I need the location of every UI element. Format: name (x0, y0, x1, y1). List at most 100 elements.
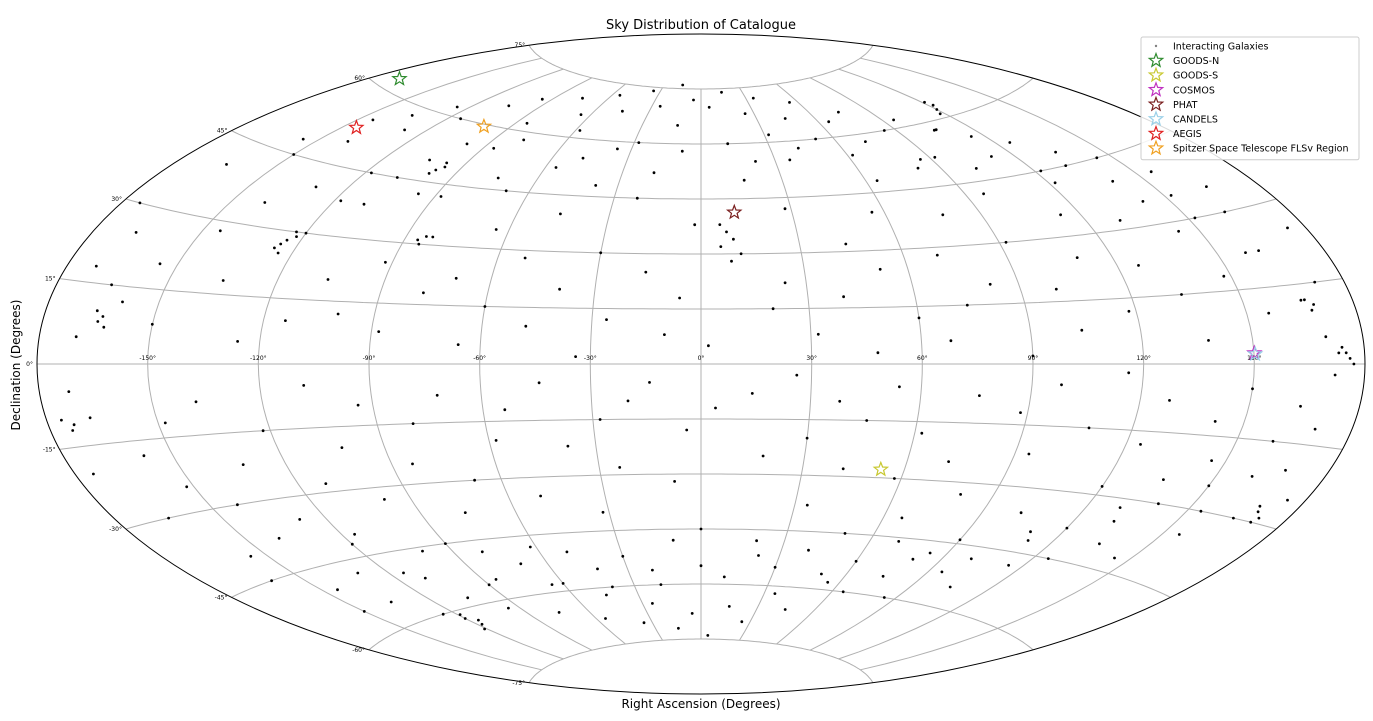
galaxy-point (883, 129, 886, 132)
galaxy-point (481, 623, 484, 626)
galaxy-point (135, 231, 138, 234)
galaxy-point (1258, 517, 1261, 520)
galaxy-point (762, 455, 765, 458)
galaxy-point (691, 612, 694, 615)
galaxy-point (195, 400, 198, 403)
galaxy-point (966, 304, 969, 307)
galaxy-point (919, 158, 922, 161)
galaxy-point (582, 157, 585, 160)
galaxy-point (466, 596, 469, 599)
x-tick-label: 30° (806, 355, 817, 362)
galaxy-point (464, 617, 467, 620)
galaxy-point (295, 235, 298, 238)
galaxy-point (249, 555, 252, 558)
galaxy-point (893, 477, 896, 480)
galaxy-point (602, 511, 605, 514)
legend: Interacting GalaxiesGOODS-NGOODS-SCOSMOS… (1141, 37, 1359, 160)
galaxy-point (1200, 510, 1203, 513)
galaxy-point (1005, 241, 1008, 244)
galaxy-point (933, 156, 936, 159)
galaxy-point (708, 106, 711, 109)
galaxy-point (1311, 309, 1314, 312)
galaxy-point (262, 429, 265, 432)
galaxy-point (681, 150, 684, 153)
galaxy-point (1076, 256, 1079, 259)
galaxy-point (1055, 288, 1058, 291)
galaxy-point (139, 202, 142, 205)
galaxy-point (844, 243, 847, 246)
x-tick-label: 120° (1136, 355, 1150, 362)
galaxy-point (1088, 427, 1091, 430)
galaxy-point (417, 192, 420, 195)
galaxy-point (1222, 275, 1225, 278)
galaxy-point (89, 416, 92, 419)
x-axis-label: Right Ascension (Degrees) (621, 697, 780, 711)
galaxy-point (599, 251, 602, 254)
galaxy-point (772, 307, 775, 310)
y-tick-label: -75° (512, 680, 525, 687)
field-marker (728, 205, 741, 218)
galaxy-point (384, 261, 387, 264)
survey-fields (350, 72, 1262, 475)
galaxy-point (1205, 185, 1208, 188)
galaxy-point (1251, 387, 1254, 390)
galaxy-point (529, 546, 532, 549)
galaxy-point (1207, 339, 1210, 342)
galaxy-point (457, 343, 460, 346)
galaxy-point (167, 517, 170, 520)
galaxy-point (402, 572, 405, 575)
galaxy-point (784, 207, 787, 210)
galaxy-point (744, 112, 747, 115)
galaxy-point (718, 223, 721, 226)
galaxy-point (685, 429, 688, 432)
y-tick-label: 30° (111, 196, 122, 203)
galaxy-point (558, 288, 561, 291)
galaxy-point (551, 583, 554, 586)
galaxy-point (1324, 335, 1327, 338)
galaxy-point (295, 231, 298, 234)
galaxy-point (363, 610, 366, 613)
galaxy-point (357, 404, 360, 407)
galaxy-point (728, 605, 731, 608)
galaxy-point (1259, 505, 1262, 508)
y-tick-label: 60° (354, 75, 365, 82)
galaxy-point (660, 583, 663, 586)
galaxy-point (292, 153, 295, 156)
galaxy-point (676, 124, 679, 127)
galaxy-point (594, 184, 597, 187)
galaxy-point (428, 159, 431, 162)
galaxy-point (725, 231, 728, 234)
galaxy-point (522, 139, 525, 142)
y-tick-label: -60° (352, 647, 365, 654)
galaxy-point (1345, 351, 1348, 354)
galaxy-point (505, 189, 508, 192)
galaxy-point (524, 257, 527, 260)
galaxy-point (495, 578, 498, 581)
galaxy-point (865, 419, 868, 422)
galaxy-point (298, 518, 301, 521)
galaxy-point (616, 148, 619, 151)
galaxy-point (1039, 170, 1042, 173)
x-tick-label: -150° (139, 355, 156, 362)
galaxy-point (424, 577, 427, 580)
galaxy-point (477, 619, 480, 622)
galaxy-point (743, 179, 746, 182)
galaxy-point (806, 504, 809, 507)
galaxy-point (67, 390, 70, 393)
y-axis-label: Declination (Degrees) (9, 300, 23, 431)
galaxy-point (102, 326, 105, 329)
galaxy-point (473, 479, 476, 482)
galaxy-point (1300, 299, 1303, 302)
galaxy-point (643, 621, 646, 624)
y-tick-label: 75° (515, 42, 526, 49)
galaxy-point (740, 620, 743, 623)
galaxy-point (751, 392, 754, 395)
galaxy-point (412, 422, 415, 425)
galaxy-point (159, 262, 162, 265)
galaxy-point (714, 407, 717, 410)
galaxy-point (618, 466, 621, 469)
galaxy-point (92, 473, 95, 476)
galaxy-point (574, 355, 577, 358)
galaxy-point (1244, 251, 1247, 254)
galaxy-point (1232, 517, 1235, 520)
